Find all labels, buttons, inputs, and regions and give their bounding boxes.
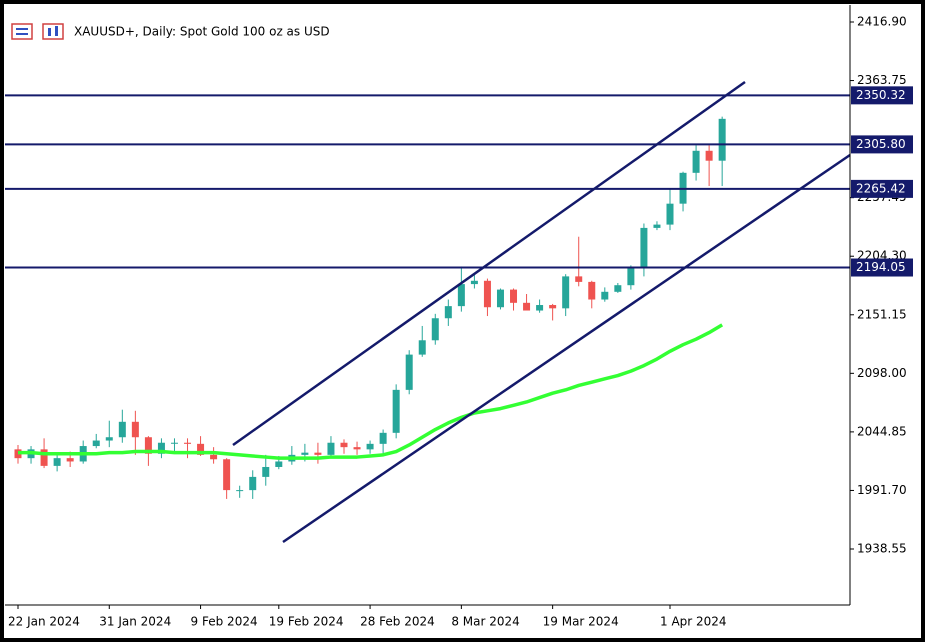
candle-body xyxy=(327,442,335,455)
candle-body xyxy=(627,267,635,286)
candle-body xyxy=(614,285,622,292)
candle-body xyxy=(53,458,61,466)
price-level-box xyxy=(851,86,913,105)
price-level-label: 2194.05 xyxy=(856,260,906,274)
x-tick-label: 22 Jan 2024 xyxy=(8,615,80,629)
candle-body xyxy=(249,476,257,491)
candle-body xyxy=(588,281,596,300)
candle-body xyxy=(418,340,426,355)
y-tick-label: 2151.15 xyxy=(857,307,907,321)
candle-body xyxy=(379,432,387,444)
x-tick-label: 9 Feb 2024 xyxy=(191,615,258,629)
candle-body xyxy=(236,490,244,492)
candle-body xyxy=(223,459,231,491)
candle-body xyxy=(444,306,452,319)
candle-body xyxy=(40,449,48,466)
y-tick-label: 1991.70 xyxy=(857,483,907,497)
candle-body xyxy=(262,466,270,477)
price-level-label: 2350.32 xyxy=(856,88,906,102)
y-tick-label: 2044.85 xyxy=(857,424,907,438)
candle-body xyxy=(470,280,478,285)
candle-body xyxy=(640,227,648,268)
title-icons xyxy=(11,23,64,40)
plot-area: 2416.902363.752257.452204.302151.152098.… xyxy=(5,14,907,629)
candle-body xyxy=(105,437,113,441)
y-tick-label: 2363.75 xyxy=(857,73,907,87)
candle-body xyxy=(666,203,674,225)
chart-title: XAUUSD+, Daily: Spot Gold 100 oz as USD xyxy=(74,25,330,39)
candle-body xyxy=(301,452,309,455)
x-tick-label: 19 Feb 2024 xyxy=(269,615,344,629)
candle-body xyxy=(314,452,322,455)
channel-upper xyxy=(232,80,746,447)
candle-body xyxy=(210,454,218,460)
price-level-box xyxy=(851,179,913,198)
price-level-label: 2265.42 xyxy=(856,181,906,195)
y-tick-label: 1938.55 xyxy=(857,542,907,556)
candle-body xyxy=(523,302,531,311)
x-tick-label: 1 Apr 2024 xyxy=(660,615,727,629)
candle-body xyxy=(601,291,609,300)
candle-body xyxy=(184,442,192,444)
candle-body xyxy=(405,354,413,390)
candle-body xyxy=(457,284,465,307)
moving-average xyxy=(18,323,724,460)
y-tick-label: 2416.90 xyxy=(857,14,907,28)
candle-body xyxy=(692,150,700,173)
candle-body xyxy=(483,280,491,308)
price-level-box xyxy=(851,135,913,154)
candle-body xyxy=(653,224,661,228)
candle-body xyxy=(131,421,139,438)
price-level-label: 2305.80 xyxy=(856,137,906,151)
candle-body xyxy=(144,437,152,454)
icon xyxy=(11,23,33,40)
candle-body xyxy=(275,461,283,467)
candle-body xyxy=(366,443,374,450)
candle-body xyxy=(575,276,583,282)
icon xyxy=(55,26,58,36)
y-tick-label: 2098.00 xyxy=(857,366,907,380)
candle-body xyxy=(431,318,439,341)
price-level-box xyxy=(851,258,913,277)
icon xyxy=(48,28,51,36)
candle-body xyxy=(718,118,726,161)
candle-body xyxy=(510,289,518,303)
icon xyxy=(42,23,64,40)
x-tick-label: 31 Jan 2024 xyxy=(99,615,171,629)
candle-body xyxy=(66,458,74,462)
channel-lower xyxy=(282,153,851,544)
candle-body xyxy=(92,440,100,447)
x-tick-label: 8 Mar 2024 xyxy=(451,615,519,629)
x-tick-label: 28 Feb 2024 xyxy=(360,615,435,629)
candle-body xyxy=(118,421,126,438)
candle-body xyxy=(549,305,557,309)
candle-body xyxy=(340,442,348,448)
candle-body xyxy=(705,150,713,161)
candle-body xyxy=(170,442,178,444)
candle-body xyxy=(353,447,361,450)
candle-body xyxy=(562,276,570,309)
x-tick-label: 19 Mar 2024 xyxy=(543,615,619,629)
candle-body xyxy=(496,289,504,308)
candle-body xyxy=(536,305,544,311)
candle-body xyxy=(392,389,400,433)
candle-body xyxy=(197,443,205,455)
candle-body xyxy=(157,442,165,454)
